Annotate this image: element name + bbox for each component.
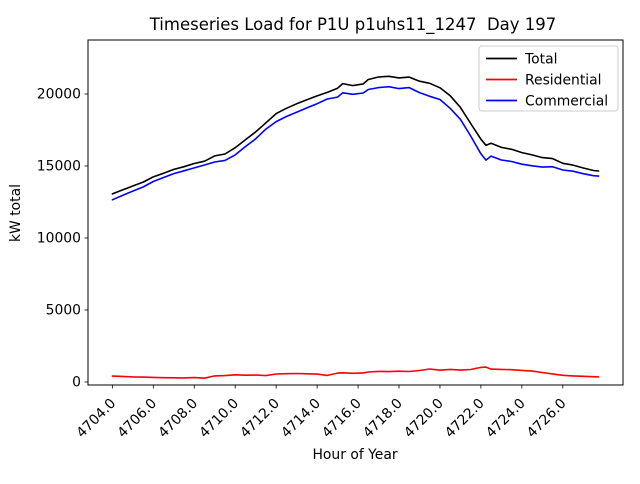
legend-label-commercial: Commercial [525, 94, 608, 110]
x-tick-label: 4714.0 [278, 396, 324, 442]
x-tick-label: 4720.0 [401, 396, 447, 442]
series-lines [111, 75, 600, 380]
x-axis-label: Hour of Year [312, 447, 397, 463]
series-line-total [111, 75, 600, 195]
x-tick-label: 4712.0 [237, 396, 283, 442]
y-tick-label: 20000 [37, 86, 81, 102]
legend-label-residential: Residential [525, 73, 602, 89]
x-tick-label: 4726.0 [524, 396, 570, 442]
series-line-residential [111, 366, 600, 380]
x-tick-label: 4716.0 [319, 396, 365, 442]
x-tick-label: 4724.0 [483, 396, 529, 442]
x-tick-label: 4710.0 [196, 396, 242, 442]
x-tick-label: 4706.0 [114, 396, 160, 442]
x-tick-label: 4722.0 [442, 396, 488, 442]
x-tick-label: 4708.0 [155, 396, 201, 442]
legend-frame [478, 45, 619, 112]
chart-title: Timeseries Load for P1U p1uhs11_1247 Day… [149, 15, 557, 35]
y-tick-label: 10000 [37, 230, 81, 246]
x-tick-label: 4704.0 [74, 396, 120, 442]
x-tick-label: 4718.0 [360, 396, 406, 442]
y-tick-label: 15000 [37, 158, 81, 174]
series-line-commercial [111, 85, 600, 201]
y-tick-label: 0 [72, 374, 81, 390]
legend: Total Residential Commercial [478, 45, 619, 112]
legend-label-total: Total [524, 52, 557, 68]
y-tick-label: 5000 [46, 302, 81, 318]
y-axis-label: kW total [8, 184, 24, 242]
